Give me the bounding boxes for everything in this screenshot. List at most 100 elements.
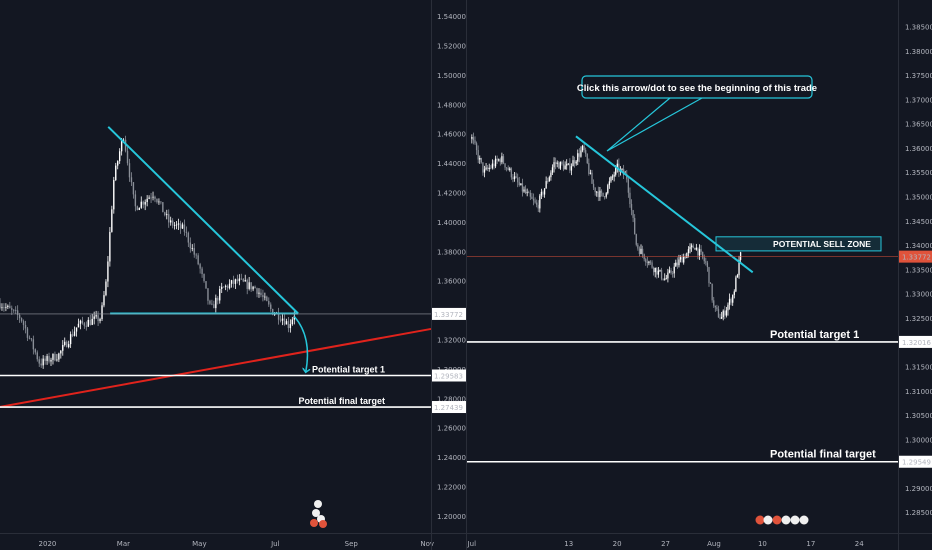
target-label: Potential target 1 xyxy=(770,329,859,341)
candle-body xyxy=(641,248,644,255)
candle-body xyxy=(607,185,609,194)
event-marker-dot[interactable] xyxy=(314,500,322,508)
candle-body xyxy=(499,159,501,163)
y-tick-label: 1.32000 xyxy=(437,336,466,344)
event-marker-dot[interactable] xyxy=(319,520,327,528)
candle-body xyxy=(67,344,70,348)
x-tick-label: 13 xyxy=(564,540,573,548)
candle-body xyxy=(577,153,579,162)
candle-body xyxy=(526,192,528,194)
candle-body xyxy=(520,183,522,186)
candle-body xyxy=(513,176,516,180)
candle-body xyxy=(234,279,237,284)
candle-body xyxy=(686,253,688,259)
candle-body xyxy=(651,262,653,268)
candle-body xyxy=(653,267,655,273)
candle-body xyxy=(605,193,607,197)
candle-body xyxy=(158,201,160,203)
candle-body xyxy=(222,286,225,288)
y-tick-label: 1.26000 xyxy=(437,425,466,433)
y-tick-label: 1.22000 xyxy=(437,483,466,491)
candle-body xyxy=(523,189,525,192)
candle-body xyxy=(531,196,533,199)
candle-body xyxy=(203,274,205,282)
event-markers-right[interactable] xyxy=(755,515,809,525)
candle-body xyxy=(505,167,508,169)
candle-body xyxy=(213,304,215,309)
candle-body xyxy=(556,162,558,164)
y-tick-label: 1.37000 xyxy=(905,96,932,104)
candle-body xyxy=(493,163,495,167)
candle-body xyxy=(479,158,481,160)
candle-body xyxy=(567,163,569,165)
candle-body xyxy=(634,217,636,235)
x-tick-label: 10 xyxy=(758,540,767,548)
event-marker-dot[interactable] xyxy=(763,515,773,525)
target-label: Potential target 1 xyxy=(312,365,385,375)
candle-body xyxy=(256,288,258,294)
candle-body xyxy=(268,300,270,305)
event-marker-dot[interactable] xyxy=(772,515,782,525)
callout-text: Click this arrow/dot to see the beginnin… xyxy=(577,83,817,94)
candle-body xyxy=(56,359,58,361)
candle-body xyxy=(600,190,603,193)
candle-body xyxy=(733,291,735,296)
candle-body xyxy=(684,256,686,259)
candle-body xyxy=(485,167,487,170)
candle-body xyxy=(521,183,524,192)
y-tick-label: 1.48000 xyxy=(437,101,466,109)
candle-body xyxy=(277,312,280,320)
candle-body xyxy=(111,209,113,232)
candle-body xyxy=(103,295,105,306)
candle-body xyxy=(713,300,715,306)
candle-body xyxy=(217,297,219,301)
candle-body xyxy=(266,296,268,301)
candle-body xyxy=(708,267,710,284)
y-tick-label: 1.33500 xyxy=(905,266,932,274)
y-tick-label: 1.38500 xyxy=(905,23,932,31)
candle-body xyxy=(89,319,91,325)
candle-body xyxy=(659,269,661,271)
candle-body xyxy=(262,295,264,298)
candle-body xyxy=(34,349,37,353)
candle-body xyxy=(189,242,192,249)
y-tick-label: 1.42000 xyxy=(437,189,466,197)
x-tick-label: Aug xyxy=(707,540,721,548)
candle-body xyxy=(640,248,642,254)
event-markers-left[interactable] xyxy=(310,500,327,528)
event-marker-dot[interactable] xyxy=(312,509,320,517)
event-marker-dot[interactable] xyxy=(799,515,809,525)
candle-body xyxy=(32,339,35,350)
candle-body xyxy=(95,315,97,317)
event-marker-dot[interactable] xyxy=(310,519,318,527)
candle-body xyxy=(616,163,618,168)
callout-box[interactable] xyxy=(581,75,813,99)
candle-body xyxy=(599,190,601,198)
candle-body xyxy=(117,161,119,166)
candle-body xyxy=(702,251,704,258)
candle-body xyxy=(48,356,50,362)
candle-body xyxy=(156,198,158,203)
candle-body xyxy=(164,212,166,216)
candle-body xyxy=(657,270,660,275)
y-tick-label: 1.33000 xyxy=(905,291,932,299)
candle-body xyxy=(474,140,476,144)
price-tag-label: 1.29583 xyxy=(434,373,463,381)
candle-body xyxy=(38,359,40,364)
x-tick-label: 20 xyxy=(613,540,622,548)
candle-body xyxy=(714,305,716,308)
candle-body xyxy=(545,181,547,189)
candle-body xyxy=(537,204,539,209)
candle-body xyxy=(728,298,731,305)
candle-body xyxy=(553,162,555,168)
candle-body xyxy=(221,286,223,289)
event-marker-dot[interactable] xyxy=(781,515,791,525)
candle-body xyxy=(670,270,672,274)
candle-body xyxy=(512,177,514,180)
candle-body xyxy=(232,280,235,284)
candle-body xyxy=(496,158,498,161)
event-marker-dot[interactable] xyxy=(755,515,765,525)
candle-body xyxy=(494,158,497,167)
candle-body xyxy=(97,315,99,322)
event-marker-dot[interactable] xyxy=(790,515,800,525)
